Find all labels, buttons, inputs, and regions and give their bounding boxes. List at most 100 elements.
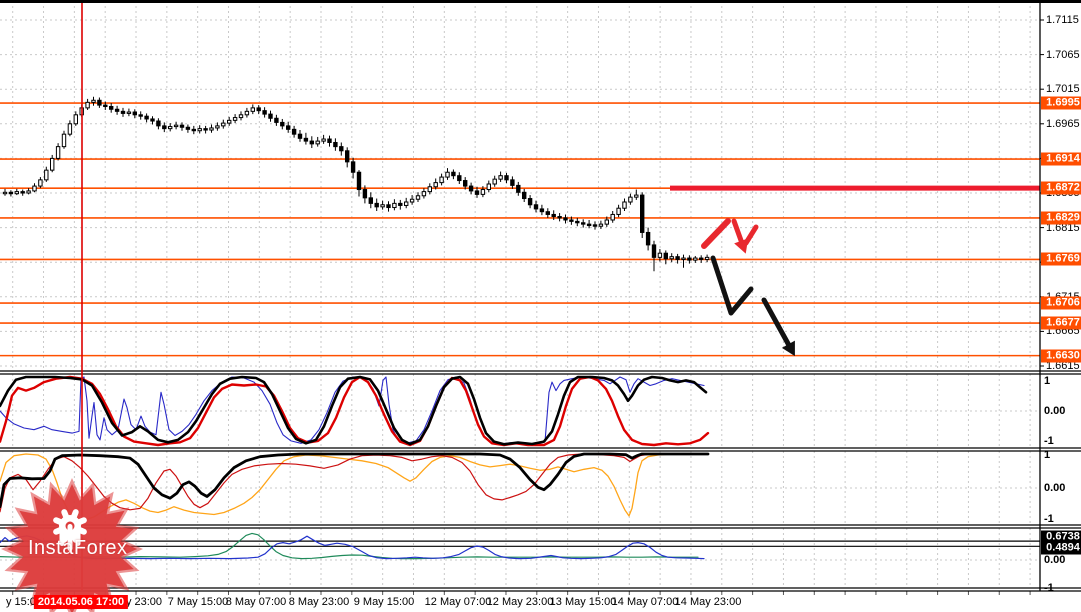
candle-body [8,191,14,195]
candle-body [227,119,232,124]
instaforex-gear-icon [53,509,87,551]
candle-body [303,137,309,142]
candle-body [109,106,114,110]
candle-body [516,184,521,193]
candle-body [586,223,592,227]
candle-body [168,126,173,130]
black-forecast-arrow-head [781,340,795,357]
candle-body [350,161,356,173]
candle-body [20,191,25,194]
osc2-red-line [0,453,709,513]
candle-body [44,169,49,181]
candle-body [398,202,403,206]
candle-body [533,204,539,210]
indicator-scale-label: 1 [1044,449,1051,461]
candle-body [704,256,710,260]
candle-body [55,146,61,159]
candle-body [522,191,527,200]
candle-body [50,157,55,171]
candle-body [439,176,444,184]
candle-body [551,213,556,218]
time-axis-label: 8 May 23:00 [288,596,350,608]
candle-body [38,179,43,187]
candle-body [657,252,663,258]
candle-body [339,146,344,152]
price-level-badge: 1.6677 [1041,316,1081,330]
candle-body [179,124,185,128]
candle-body [645,231,651,246]
candle-body [563,217,568,221]
time-axis-label: y 23:00 [125,596,163,608]
price-tick-label: 1.7115 [1046,14,1079,26]
candle-body [622,201,627,209]
candle-body [191,128,197,132]
black-zigzag-stroke [710,255,754,316]
chart-plot-area[interactable] [0,0,1040,590]
candle-body [474,190,480,195]
candle-body [598,223,604,227]
candle-body [138,114,143,117]
time-axis-label: 8 May 07:00 [225,596,287,608]
price-tick-label: 1.6965 [1046,117,1080,130]
candle-body [221,122,226,127]
candle-body [244,110,250,116]
candle-body [610,213,615,221]
candle-body [592,224,598,227]
candle-body [91,99,96,103]
logo-text: InstaForex [28,537,128,559]
price-tick-label: 1.6615 [1046,360,1080,372]
candle-body [492,178,497,185]
candle-body [404,201,409,206]
candle-body [386,204,391,209]
candle-body [539,208,545,213]
candle-body [663,252,668,260]
indicator-scale-label: 1 [1044,375,1051,387]
price-level-badge: 1.6914 [1041,152,1081,166]
candle-body [85,101,90,109]
candle-body [2,191,8,195]
candle-body [126,111,132,114]
candle-body [445,171,450,178]
candle-body [504,175,509,181]
candle-body [280,121,285,127]
candle-body [61,133,67,148]
candle-body [581,222,586,225]
candle-body [527,198,533,206]
price-tick-label: 1.6815 [1046,221,1080,234]
candle-body [97,99,102,106]
candle-body [197,128,202,132]
candle-body [510,179,515,186]
red-trend-stroke [701,218,731,249]
candle-body [26,190,31,194]
price-level-badge: 1.6995 [1041,96,1081,110]
candle-body [268,113,273,119]
candle-body [262,110,267,115]
price-tick-label: 1.7065 [1046,48,1080,61]
time-axis-label: y 15:00 [5,596,43,608]
indicator-value-badge: 0.4894 [1041,541,1081,555]
candle-body [368,197,374,204]
candle-body [238,114,244,119]
candle-body [67,123,73,135]
indicator-scale-label: -1 [1044,582,1054,594]
candle-body [693,257,698,261]
time-axis-label: 7 May 15:00 [167,596,229,608]
candle-body [274,117,279,123]
candle-body [468,185,474,192]
candle-body [114,108,120,112]
candle-body [699,257,704,260]
bar-date-highlight: 2014.05.06 17:00 [33,595,129,609]
candle-body [162,125,167,130]
candle-body [156,120,161,127]
price-level-badge: 1.6872 [1041,181,1081,195]
candle-body [185,126,191,130]
candle-body [681,257,686,260]
candle-body [392,202,397,209]
candle-body [73,114,78,125]
candle-body [333,141,338,148]
time-axis-label: 13 May 15:00 [549,596,617,608]
time-axis-label: 9 May 15:00 [353,596,415,608]
candle-body [463,180,468,187]
